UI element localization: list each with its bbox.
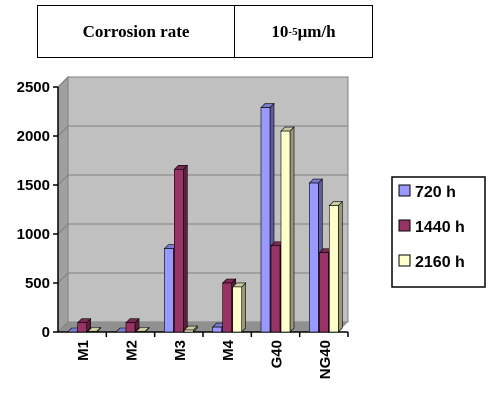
bar-side [241,282,246,333]
x-tick-label: NG40 [317,340,334,379]
bar [212,326,222,333]
bar-side [183,164,188,333]
corrosion-rate-label: Corrosion rate [38,6,235,57]
plot-side-wall [57,75,69,334]
bar [232,286,242,333]
bar [270,245,281,333]
y-tick-label: 2500 [17,79,50,96]
bar [260,107,271,333]
bar [77,322,87,333]
gridline-side [57,272,69,284]
unit-base: 10 [271,21,289,41]
legend-swatch [398,219,411,232]
legend-swatch [398,254,411,267]
bar [280,130,291,333]
gridline-side [57,174,69,186]
legend-swatch [398,184,411,197]
bar-side [338,200,343,333]
y-tick-label: 2000 [17,128,50,145]
unit-label: 10 -5 μm/h [235,6,372,57]
bar [329,205,339,333]
y-tick-label: 1500 [17,177,50,194]
legend-label: 2160 h [415,254,465,271]
y-tick-label: 0 [42,324,50,341]
plot-floor [58,322,348,332]
bar-side [289,126,295,333]
x-tick-label: M1 [75,340,92,361]
gridline-side [57,321,69,333]
bar [174,169,184,333]
y-tick-label: 1000 [17,226,50,243]
bar [125,322,136,333]
x-tick-label: G40 [269,340,286,368]
legend-label: 720 h [415,184,456,201]
x-tick-label: M4 [220,339,237,360]
unit-header-table: Corrosion rate 10 -5 μm/h [37,5,373,58]
bar [184,329,194,333]
corrosion-bar-chart: 0 500 1000 1500 2000 2500 M1 M2 M3 M4 G40 NG40 720 h… [17,75,486,379]
legend-label: 1440 h [415,219,465,236]
unit-exponent: -5 [288,25,298,38]
bar [309,182,319,333]
unit-rest: μm/h [297,21,336,41]
gridline-side [57,76,69,88]
gridline-side [57,223,69,235]
bar [319,252,329,333]
plot-back-wall [67,76,349,323]
x-tick-label: M2 [124,340,141,361]
y-tick-label: 500 [25,275,50,292]
gridline-side [57,125,69,137]
x-tick-label: M3 [172,340,189,361]
bar [222,282,232,333]
bar [164,248,174,333]
